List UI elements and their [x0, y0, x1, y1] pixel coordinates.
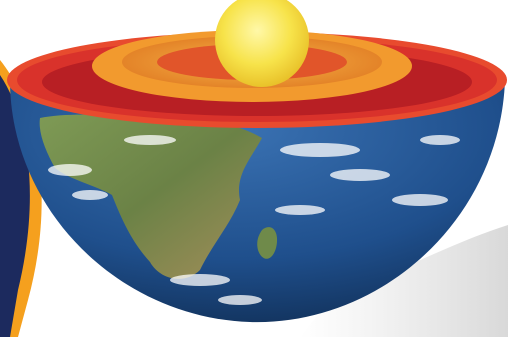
continent-land	[39, 114, 262, 279]
earth-hemisphere	[10, 80, 505, 323]
ground-shadow	[300, 225, 508, 337]
island-land	[257, 227, 278, 259]
inner-core-sphere	[215, 0, 309, 87]
cloud-wisps	[48, 135, 460, 305]
